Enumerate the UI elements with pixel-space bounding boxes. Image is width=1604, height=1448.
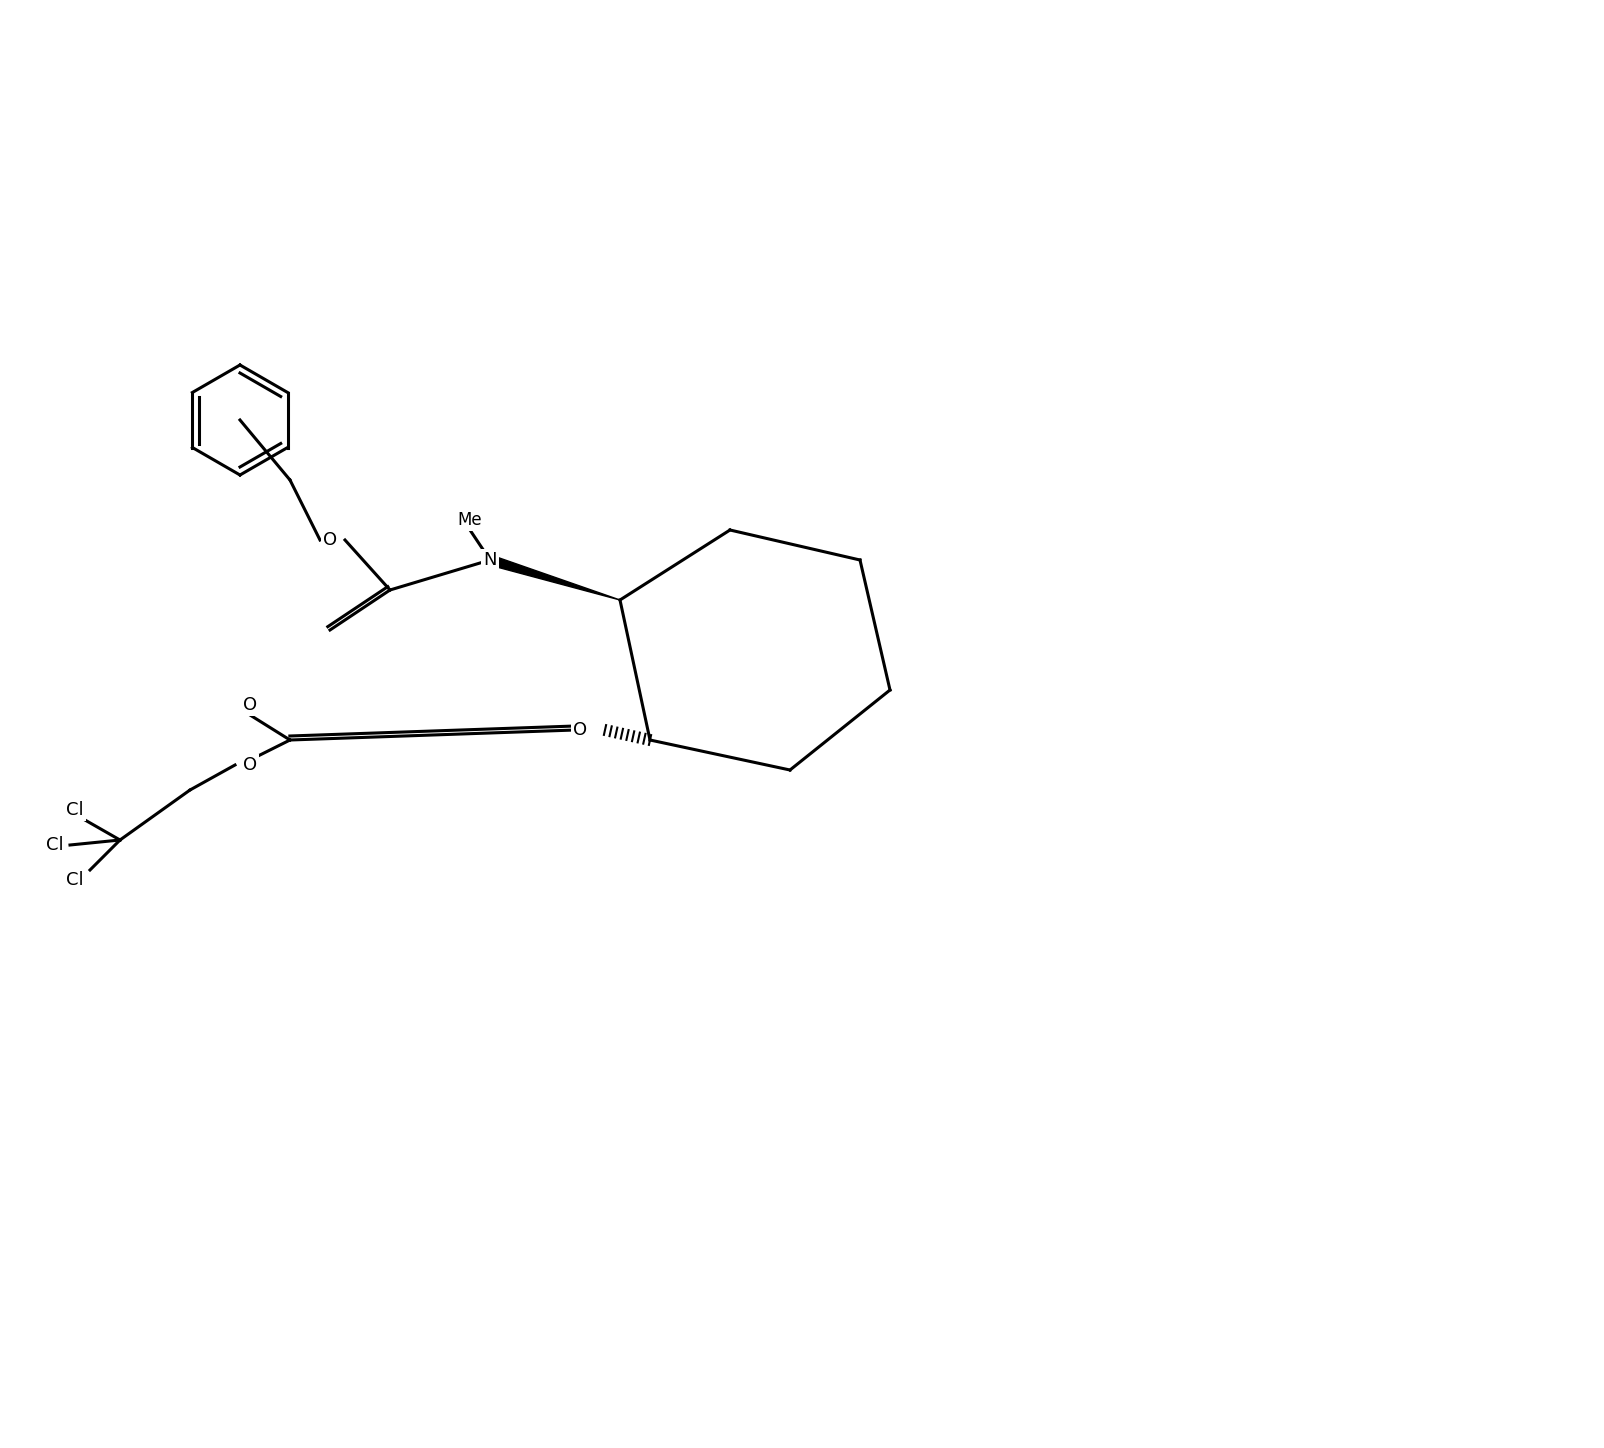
Text: Me: Me [457,511,483,529]
Text: Cl: Cl [66,801,83,820]
Text: O: O [573,721,587,738]
Text: N: N [483,552,497,569]
Text: Cl: Cl [66,872,83,889]
Text: O: O [322,531,337,549]
Text: Cl: Cl [47,835,64,854]
Text: O: O [242,756,257,775]
Text: O: O [242,696,257,714]
Polygon shape [489,555,621,599]
